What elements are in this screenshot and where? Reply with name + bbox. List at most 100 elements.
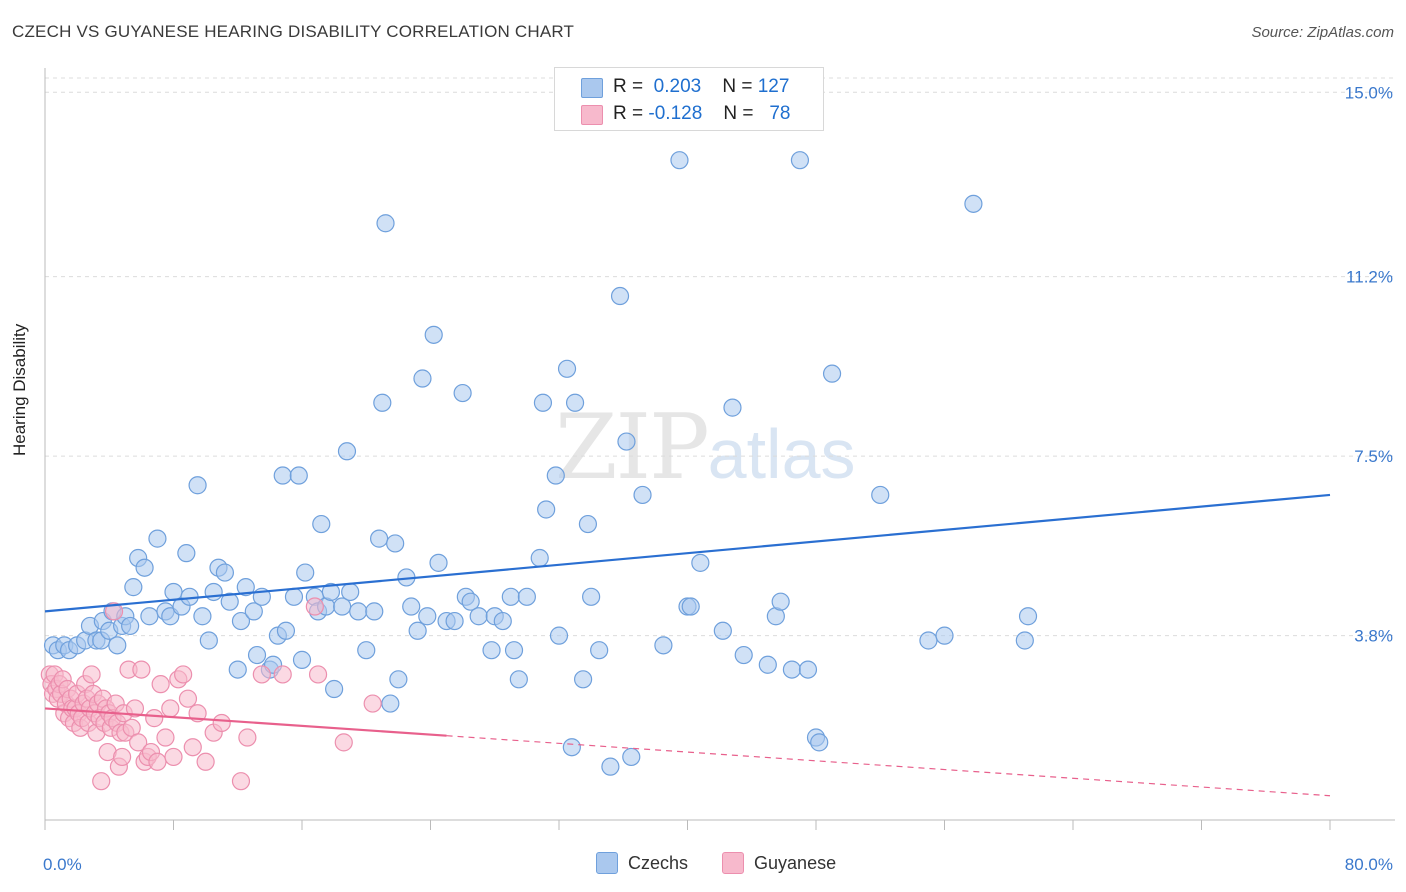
czechs-point: [670, 151, 689, 170]
czechs-point: [381, 694, 400, 713]
czechs-point: [424, 325, 443, 344]
guyanese-point: [363, 694, 382, 713]
guyanese-point: [273, 665, 292, 684]
series-legend-guyanese[interactable]: Guyanese: [722, 852, 836, 874]
czechs-point: [798, 660, 818, 679]
guyanese-point: [164, 747, 183, 767]
czechs-point: [199, 631, 218, 650]
czechs-point: [964, 194, 983, 213]
czechs-point: [292, 650, 312, 669]
czechs-point: [482, 641, 501, 660]
czechs-point: [418, 607, 437, 626]
legend-n-label: N =: [723, 103, 754, 124]
guyanese-point: [125, 699, 145, 718]
guyanese-trend-line: [44, 707, 447, 737]
legend-r-value: 0.203: [653, 76, 702, 97]
guyanese-point: [151, 675, 170, 694]
czechs-point: [565, 393, 585, 412]
series-swatch-guyanese: [722, 852, 745, 874]
legend-row-czechs: R = 0.203 N = 127: [581, 74, 790, 100]
czechs-point: [220, 592, 239, 611]
czechs-point: [140, 607, 159, 626]
czechs-trend-line: [44, 493, 1331, 613]
czechs-point: [231, 611, 251, 631]
czechs-point: [370, 529, 389, 548]
czechs-point: [276, 621, 296, 640]
czechs-point: [758, 655, 777, 674]
czechs-point: [810, 733, 829, 752]
guyanese-point: [112, 747, 132, 767]
czechs-point: [573, 670, 593, 689]
czechs-point: [296, 563, 315, 582]
guyanese-point: [161, 699, 180, 718]
y-tick-label: 15.0%: [1345, 83, 1393, 102]
czechs-point: [549, 626, 569, 645]
czechs-point: [247, 645, 267, 665]
czechs-point: [215, 563, 234, 582]
guyanese-point: [212, 713, 231, 733]
guyanese-point: [92, 772, 111, 791]
czechs-point: [453, 383, 472, 403]
czechs-point: [236, 578, 255, 597]
czechs-point: [622, 747, 641, 767]
legend-r-label: R =: [613, 103, 644, 124]
czechs-point: [148, 529, 167, 548]
guyanese-point: [129, 733, 148, 752]
czechs-point: [546, 466, 565, 485]
czechs-point: [557, 359, 577, 378]
czechs-point: [376, 214, 395, 233]
czechs-point: [121, 616, 140, 636]
czechs-point: [822, 364, 842, 383]
czechs-point: [681, 597, 700, 616]
czechs-point: [389, 670, 408, 689]
series-swatch-czechs: [596, 852, 618, 874]
guyanese-point: [334, 733, 353, 752]
guyanese-point: [156, 728, 175, 747]
czechs-point: [533, 393, 553, 412]
czechs-point: [691, 553, 710, 572]
czechs-point: [601, 757, 620, 776]
guyanese-point: [174, 665, 193, 684]
guyanese-point: [308, 665, 328, 684]
guyanese-point: [252, 665, 271, 684]
guyanese-point: [178, 689, 198, 708]
guyanese-point: [132, 660, 151, 679]
czechs-point: [108, 636, 127, 655]
czechs-point: [204, 582, 223, 602]
source-credit: Source: ZipAtlas.com: [1251, 24, 1394, 41]
guyanese-point: [231, 772, 251, 791]
legend-swatch-czechs: [581, 78, 603, 98]
czechs-point: [734, 645, 753, 665]
series-legend-czechs[interactable]: Czechs: [596, 852, 688, 874]
y-axis-label: Hearing Disability: [10, 323, 29, 456]
legend-swatch-guyanese: [581, 105, 603, 125]
czechs-point: [501, 587, 520, 606]
guyanese-point: [238, 728, 257, 747]
czechs-point: [610, 286, 630, 306]
czechs-point: [373, 393, 392, 412]
czechs-point: [617, 432, 636, 451]
guyanese-trend-extension: [446, 735, 1331, 797]
legend-n-value: 78: [769, 103, 791, 124]
czechs-point: [871, 485, 890, 505]
guyanese-point: [104, 602, 124, 621]
legend-row-guyanese: R = -0.128 N = 78: [581, 101, 791, 127]
y-tick-label: 3.8%: [1354, 627, 1393, 646]
guyanese-point: [305, 597, 324, 616]
watermark: ZIPatlas: [555, 395, 856, 500]
czechs-point: [771, 592, 790, 611]
czechs-point: [537, 500, 556, 519]
legend-n-value: 127: [757, 76, 790, 97]
czechs-point: [493, 611, 512, 631]
czechs-point: [590, 641, 609, 660]
czechs-point: [402, 597, 421, 616]
czechs-point: [386, 534, 405, 553]
czechs-point: [445, 611, 464, 631]
legend-n-label: N =: [722, 76, 753, 97]
correlation-legend: R = 0.203 N = 127 R = -0.128 N = 78: [554, 67, 824, 131]
czechs-point: [321, 582, 341, 602]
czechs-point: [461, 592, 480, 611]
guyanese-point: [183, 738, 202, 757]
chart-title: CZECH VS GUYANESE HEARING DISABILITY COR…: [12, 22, 575, 41]
